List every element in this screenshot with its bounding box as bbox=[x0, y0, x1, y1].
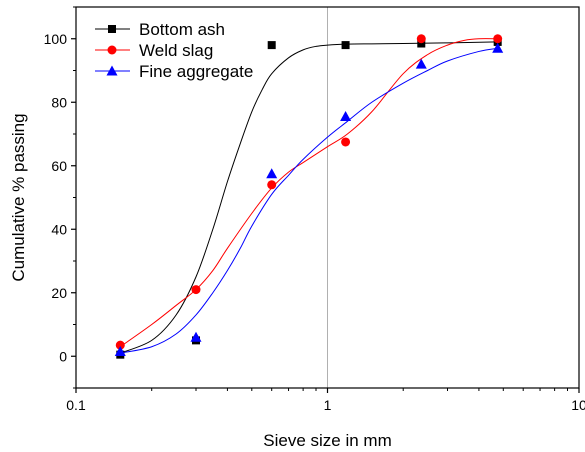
legend-label-1: Weld slag bbox=[139, 41, 213, 60]
series-1-fit-line bbox=[119, 38, 498, 348]
x-tick-label-1: 1 bbox=[324, 397, 332, 413]
legend-label-2: Fine aggregate bbox=[139, 62, 253, 81]
series-2-fit-line bbox=[120, 47, 498, 354]
series-2-point-3 bbox=[340, 111, 352, 122]
plot-area bbox=[114, 7, 504, 388]
x-tick-label-0: 0.1 bbox=[66, 397, 86, 413]
legend-label-0: Bottom ash bbox=[139, 20, 225, 39]
series-1-point-2 bbox=[267, 180, 277, 190]
legend-marker-0 bbox=[108, 25, 116, 33]
y-axis-title: Cumulative % passing bbox=[9, 113, 28, 281]
series-0-point-4 bbox=[417, 39, 426, 48]
series-2-point-0 bbox=[114, 345, 126, 356]
series-2-point-1 bbox=[190, 331, 202, 342]
series-1-point-4 bbox=[416, 34, 426, 44]
x-axis-title: Sieve size in mm bbox=[263, 431, 391, 450]
y-tick-label-5: 100 bbox=[44, 31, 68, 47]
y-tick-label-0: 0 bbox=[59, 348, 67, 364]
series-2-point-4 bbox=[415, 58, 427, 69]
y-tick-label-4: 80 bbox=[51, 94, 67, 110]
series-0-point-3 bbox=[341, 41, 350, 50]
series-2-point-2 bbox=[266, 168, 278, 179]
series-0-point-2 bbox=[267, 41, 276, 50]
legend-marker-2 bbox=[106, 65, 118, 76]
y-tick-label-1: 20 bbox=[51, 285, 67, 301]
series-0-fit-line bbox=[120, 41, 498, 354]
series-1-point-5 bbox=[493, 34, 503, 44]
series-1-point-1 bbox=[191, 285, 201, 295]
series-1-point-3 bbox=[341, 137, 351, 147]
legend: Bottom ash Weld slag Fine aggregate bbox=[95, 20, 253, 81]
y-tick-label-2: 40 bbox=[51, 221, 67, 237]
x-tick-label-2: 10 bbox=[571, 397, 585, 413]
legend-marker-1 bbox=[107, 45, 117, 55]
y-tick-label-3: 60 bbox=[51, 158, 67, 174]
axes: 0 20 40 60 80 100 0.1 1 10 bbox=[44, 6, 585, 413]
series-2-point-5 bbox=[492, 42, 504, 53]
series-1-point-0 bbox=[115, 340, 125, 350]
